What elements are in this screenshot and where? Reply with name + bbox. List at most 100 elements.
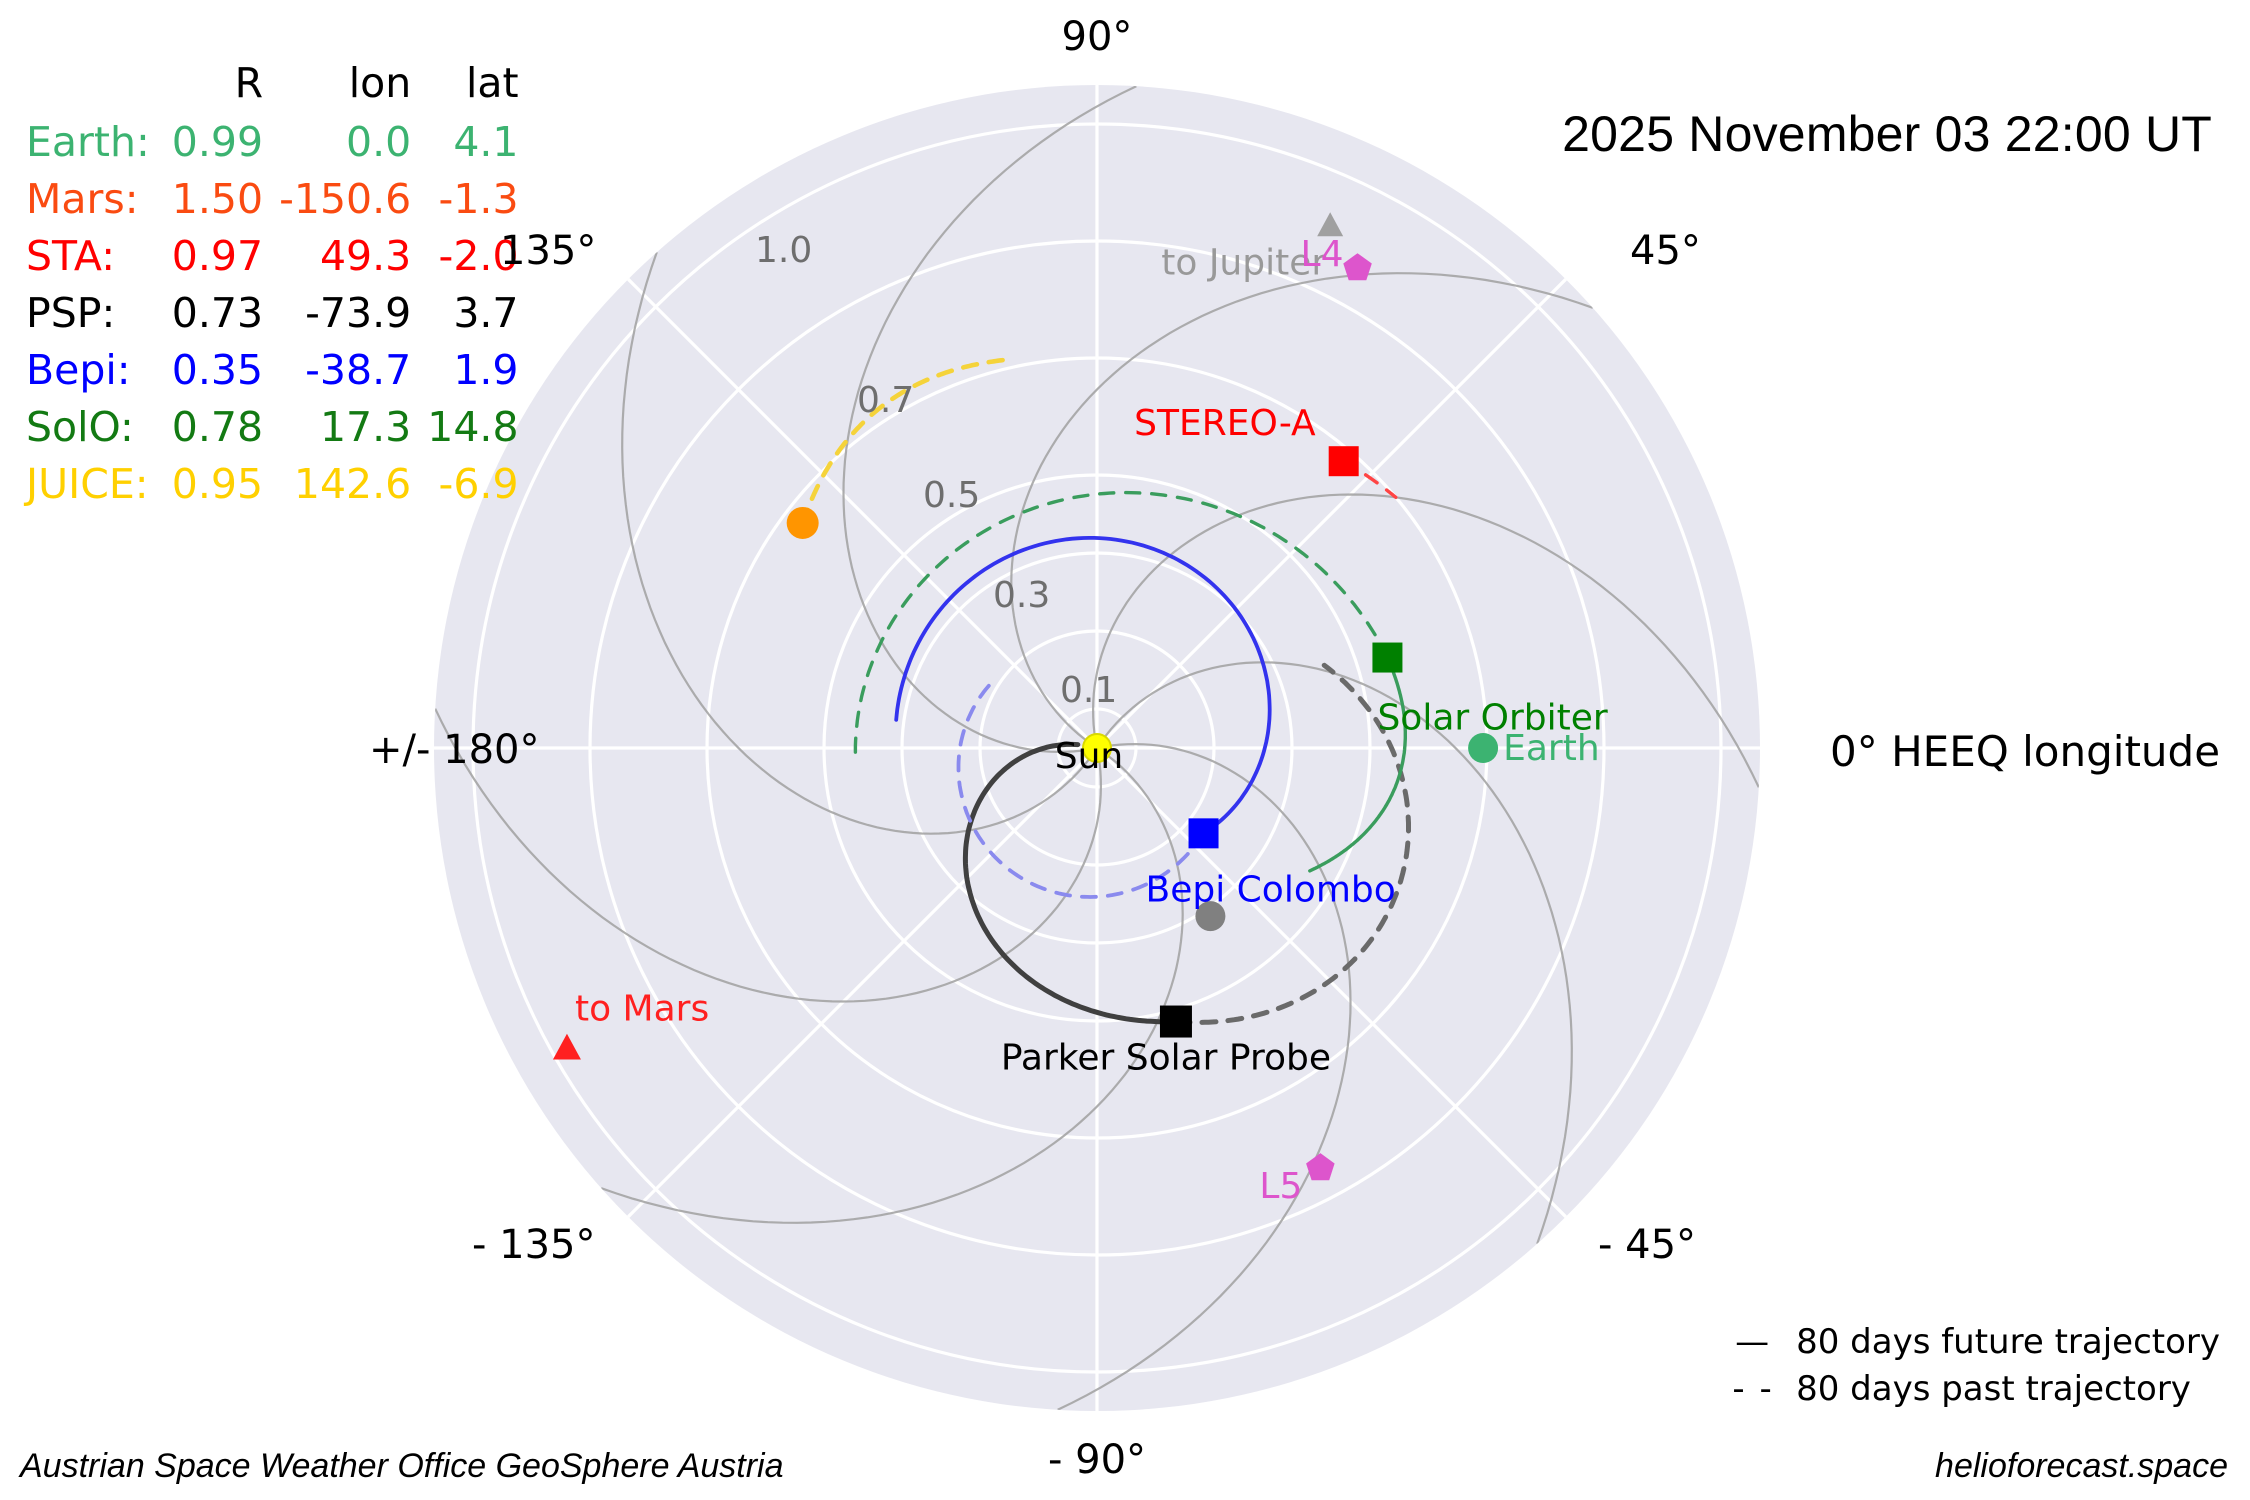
parker-spiral-line: [1010, 272, 1594, 745]
table-header-blank: [18, 55, 164, 114]
table-cell-lat: -1.3: [438, 175, 519, 223]
table-header-lon: lon: [348, 59, 412, 107]
grid-spoke: [627, 278, 1099, 750]
table-header-r: R: [234, 59, 264, 107]
parker-spiral-line: [1100, 661, 1573, 1245]
grid-spoke: [627, 746, 1099, 1218]
table-row: JUICE: 0.95 142.6 -6.9: [18, 456, 527, 513]
to-jupiter-marker: [1317, 212, 1344, 237]
parker-spiral-line: [600, 751, 1184, 1224]
table-cell-name: Mars:: [26, 175, 139, 223]
angle-tick-label: 90°: [1061, 14, 1133, 60]
table-cell-name: PSP:: [26, 289, 116, 337]
polar-grid-layer: [434, 85, 1760, 1411]
legend-line-swatch: - -: [1732, 1368, 1774, 1409]
angle-tick-label: 45°: [1630, 228, 1701, 274]
solo-past-trajectory: [853, 490, 1390, 763]
table-cell-lon: 142.6: [293, 460, 412, 508]
to-mars-marker: [552, 1033, 581, 1060]
legend-item: - - 80 days past trajectory: [1718, 1365, 2220, 1412]
l5-label: L5: [1259, 1166, 1302, 1207]
figure-title: 2025 November 03 22:00 UT: [1562, 106, 2212, 162]
sun-marker: [1082, 733, 1112, 763]
radial-tick-label: 1.0: [755, 230, 813, 271]
table-cell-r: 0.78: [171, 403, 264, 451]
bepi-past-trajectory: [956, 683, 1206, 899]
trajectory-legend: — 80 days future trajectory - - 80 days pas…: [1718, 1318, 2220, 1412]
table-cell-r: 0.73: [171, 289, 264, 337]
table-row: Earth: 0.99 0.0 4.1: [18, 114, 527, 171]
table-cell-lat: 1.9: [453, 346, 519, 394]
legend-item: — 80 days future trajectory: [1718, 1318, 2220, 1365]
parker-spiral-line: [621, 251, 1094, 835]
solar-orbiter-label: Solar Orbiter: [1377, 698, 1607, 739]
table-header-lat: lat: [465, 59, 519, 107]
table-row: SolO: 0.78 17.3 14.8: [18, 399, 527, 456]
table-row: Mars: 1.50 -150.6 -1.3: [18, 171, 527, 228]
angle-tick-label: - 45°: [1598, 1222, 1697, 1268]
angle-tick-label: 135°: [500, 228, 597, 274]
parker-spiral-line: [1057, 742, 1352, 1411]
table-row: STA: 0.97 49.3 -2.0: [18, 228, 527, 285]
table-cell-name: JUICE:: [26, 460, 149, 508]
footer-credit: Austrian Space Weather Office GeoSphere …: [20, 1447, 784, 1485]
bepi-colombo-marker: [1188, 818, 1219, 849]
unlabeled-grey-body-marker: [1195, 901, 1226, 932]
radial-tick-label: 0.7: [857, 380, 915, 421]
l4-label: L4: [1301, 234, 1344, 275]
table-cell-name: Earth:: [26, 118, 150, 166]
trajectory-layer: [800, 356, 1411, 1025]
table-row: Bepi: 0.35 -38.7 1.9: [18, 342, 527, 399]
earth-marker: [1468, 733, 1499, 763]
psp-past-trajectory: [1173, 662, 1411, 1025]
table-cell-r: 1.50: [171, 175, 264, 223]
legend-item-label: 80 days past trajectory: [1796, 1368, 2191, 1409]
angle-tick-label: +/- 180°: [369, 727, 540, 773]
body-label-layer: Sun Earth STEREO-A Solar Orbiter Bepi Colomb…: [575, 234, 1608, 1207]
juice-past-trajectory: [800, 356, 1017, 526]
table-cell-r: 0.99: [171, 118, 264, 166]
radial-tick-label: 0.5: [923, 475, 981, 516]
table-cell-lat: -2.0: [438, 232, 519, 280]
table-cell-r: 0.95: [171, 460, 264, 508]
table-cell-name: Bepi:: [26, 346, 131, 394]
psp-future-trajectory: [962, 741, 1179, 1025]
stereo-a-marker: [1328, 446, 1359, 477]
parker-solar-probe-marker: [1159, 1005, 1192, 1038]
parker-spiral-line: [434, 708, 1103, 1003]
parker-spiral-layer: [434, 85, 1760, 1411]
parker-solar-probe-label: Parker Solar Probe: [1001, 1038, 1331, 1079]
l5-marker: [1306, 1153, 1335, 1181]
bepi-colombo-label: Bepi Colombo: [1146, 869, 1396, 910]
heeq-longitude-label: 0° HEEQ longitude: [1830, 727, 2221, 776]
ephemeris-table: R lon lat Earth: 0.99 0.0 4.1 Mars: 1.50 -150.…: [18, 55, 527, 513]
sun-label: Sun: [1055, 736, 1123, 777]
angle-tick-label: - 90°: [1048, 1437, 1147, 1483]
table-cell-lon: -73.9: [305, 289, 412, 337]
table-cell-lon: -150.6: [279, 175, 412, 223]
solar-orbiter-marker: [1372, 642, 1403, 673]
table-header-row: R lon lat: [18, 55, 527, 114]
grid-spoke: [1095, 278, 1567, 750]
earth-label: Earth: [1503, 728, 1600, 769]
to-jupiter-label: to Jupiter: [1161, 242, 1326, 283]
body-marker-layer: [552, 212, 1499, 1181]
solo-future-trajectory: [1308, 655, 1407, 873]
table-cell-r: 0.97: [171, 232, 264, 280]
radial-tick-label: 0.3: [993, 575, 1051, 616]
footer-website: helioforecast.space: [1935, 1447, 2228, 1485]
parker-spiral-line: [842, 85, 1137, 754]
table-cell-lon: 17.3: [319, 403, 412, 451]
table-cell-lat: 3.7: [453, 289, 519, 337]
stereo-a-label: STEREO-A: [1134, 403, 1316, 444]
legend-item-label: 80 days future trajectory: [1796, 1321, 2220, 1362]
radial-tick-label: 0.1: [1060, 670, 1118, 711]
table-cell-lat: -6.9: [438, 460, 519, 508]
l4-marker: [1343, 253, 1372, 281]
table-cell-lon: -38.7: [305, 346, 412, 394]
juice-marker: [786, 506, 819, 539]
parker-spiral-line: [1091, 493, 1760, 788]
table-cell-name: STA:: [26, 232, 116, 280]
table-cell-r: 0.35: [171, 346, 264, 394]
